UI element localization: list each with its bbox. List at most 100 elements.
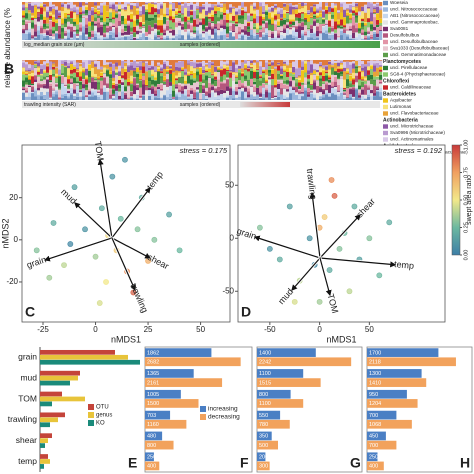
decor [109, 2, 113, 5]
decor [178, 77, 182, 84]
decor [307, 61, 311, 71]
decor [241, 15, 245, 19]
decor [217, 95, 221, 100]
decor [163, 36, 167, 39]
decor [211, 21, 215, 23]
decor [100, 66, 104, 70]
decor [247, 91, 251, 95]
point [321, 214, 328, 220]
decor [202, 60, 206, 61]
bar [40, 412, 65, 418]
decor [265, 4, 269, 5]
decor [205, 10, 209, 15]
decor [268, 79, 272, 85]
decor [31, 85, 35, 86]
y-label: relative abundance (% [3, 8, 12, 88]
decor [40, 65, 44, 69]
decor [142, 32, 146, 34]
decor [247, 36, 251, 40]
decor [250, 65, 254, 67]
decor [94, 76, 98, 78]
decor [352, 39, 356, 40]
decor [79, 17, 83, 23]
bar [40, 349, 115, 355]
decor [193, 32, 197, 34]
decor [292, 14, 296, 20]
decor [265, 74, 269, 80]
decor [325, 71, 329, 74]
decor [211, 27, 215, 29]
decor [265, 5, 269, 11]
decor [310, 7, 314, 13]
decor [337, 68, 341, 69]
decor [121, 60, 125, 61]
decor [328, 61, 332, 65]
decor [373, 75, 377, 77]
decor [103, 5, 107, 22]
decor [313, 97, 317, 99]
decor [232, 6, 236, 8]
decor [70, 94, 74, 100]
decor [364, 94, 368, 99]
decor [223, 1, 227, 3]
decor [265, 81, 269, 83]
decor [205, 16, 209, 18]
decor [196, 5, 200, 9]
decor [148, 2, 152, 3]
value-label: 400 [147, 464, 156, 470]
decor [142, 66, 146, 74]
decor [136, 7, 140, 9]
decor [232, 60, 236, 62]
decor [280, 17, 284, 19]
decor [172, 22, 176, 30]
decor [31, 16, 35, 18]
decor [247, 22, 251, 27]
decor [109, 32, 113, 35]
decor [253, 10, 257, 14]
decor [31, 5, 35, 13]
point [50, 220, 57, 226]
decor [136, 73, 140, 78]
decor [262, 13, 266, 18]
decor [283, 72, 287, 81]
decor [28, 22, 32, 29]
decor [178, 60, 182, 61]
decor [103, 67, 107, 73]
decor [310, 89, 314, 91]
decor [211, 84, 215, 86]
decor [175, 33, 179, 37]
decor [133, 5, 137, 16]
decor [211, 92, 215, 100]
decor [28, 75, 32, 80]
decor [376, 86, 380, 89]
decor [307, 29, 311, 30]
decor [190, 79, 194, 86]
decor [280, 74, 284, 76]
decor [52, 30, 56, 34]
category-label: mud [20, 373, 37, 383]
decor [205, 87, 209, 91]
decor [193, 3, 197, 11]
decor [220, 12, 224, 15]
decor [235, 60, 239, 65]
decor [58, 15, 62, 18]
decor [25, 18, 29, 20]
decor [28, 31, 32, 34]
bar [145, 369, 194, 378]
decor [373, 96, 377, 100]
decor [355, 15, 359, 18]
decor [286, 91, 290, 97]
decor [73, 12, 77, 20]
decor [376, 76, 380, 77]
decor [343, 94, 347, 97]
decor [280, 18, 284, 21]
legend-swatch [383, 20, 388, 25]
category-label: trawling [8, 414, 38, 424]
decor [274, 66, 278, 68]
decor [76, 29, 80, 32]
value-label: 1068 [369, 422, 381, 428]
decor [313, 2, 317, 5]
decor [157, 14, 161, 18]
decor [367, 96, 371, 100]
decor [142, 25, 146, 27]
